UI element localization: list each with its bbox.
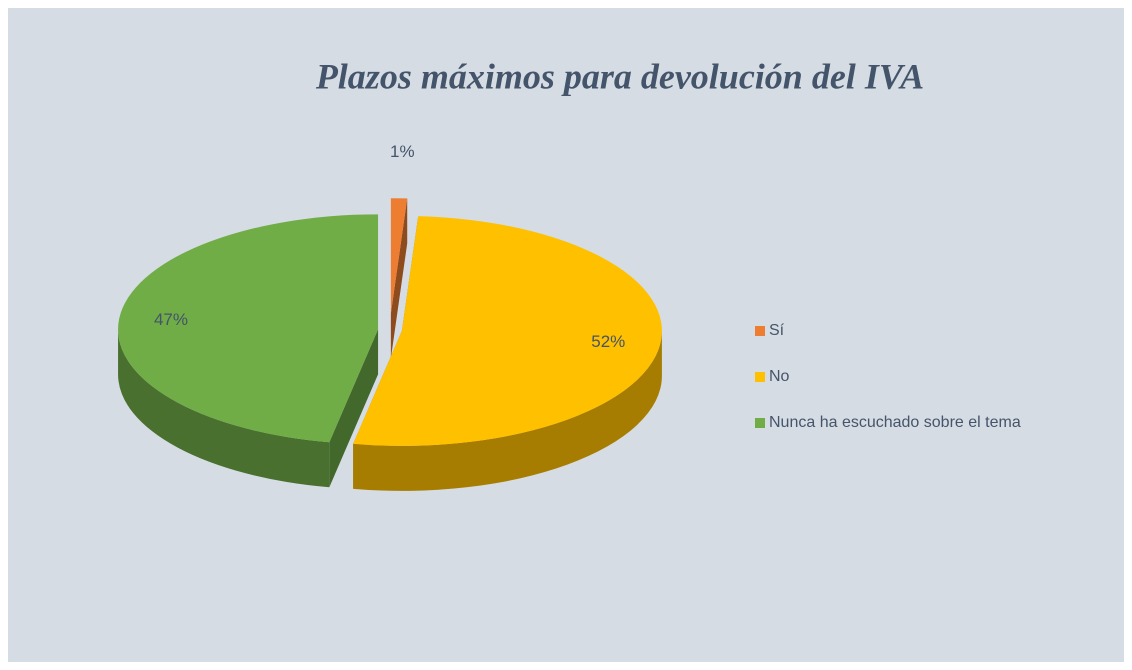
data-label: 52% (591, 332, 625, 351)
legend-swatch (755, 418, 765, 428)
legend-label: Nunca ha escuchado sobre el tema (769, 414, 1021, 431)
slice-side (329, 329, 379, 488)
slice (118, 214, 379, 443)
legend-label: Sí (769, 322, 785, 339)
slice-side (390, 198, 408, 359)
slice-rim (353, 330, 662, 491)
data-label: 47% (154, 310, 188, 329)
legend-swatch (755, 326, 765, 336)
slice (353, 216, 662, 446)
data-label: 1% (390, 142, 415, 161)
legend-label: No (769, 368, 790, 385)
chart-title: Plazos máximos para devolución del IVA (315, 56, 924, 96)
slice (390, 198, 408, 314)
slice-rim (118, 329, 330, 488)
legend-swatch (755, 372, 765, 382)
